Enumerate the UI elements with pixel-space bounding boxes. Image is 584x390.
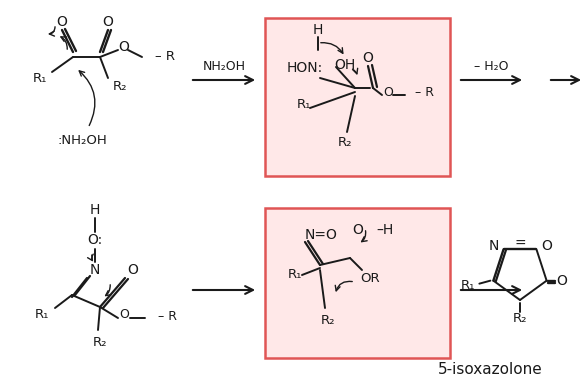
Text: O: O bbox=[363, 51, 373, 65]
Text: H: H bbox=[90, 203, 100, 217]
Text: N: N bbox=[488, 239, 499, 254]
Text: – R: – R bbox=[155, 50, 175, 64]
Text: OR: OR bbox=[360, 271, 380, 284]
Text: O:: O: bbox=[88, 233, 103, 247]
Text: R₂: R₂ bbox=[513, 312, 527, 324]
Text: – R: – R bbox=[415, 87, 434, 99]
Text: O: O bbox=[103, 15, 113, 29]
Text: 5-isoxazolone: 5-isoxazolone bbox=[437, 362, 543, 378]
FancyBboxPatch shape bbox=[265, 208, 450, 358]
Text: O: O bbox=[127, 263, 138, 277]
Text: N: N bbox=[90, 263, 100, 277]
Text: H: H bbox=[313, 23, 323, 37]
Text: O: O bbox=[119, 308, 129, 321]
Text: R₁: R₁ bbox=[461, 279, 475, 292]
Text: R₂: R₂ bbox=[338, 135, 352, 149]
Text: O: O bbox=[119, 40, 130, 54]
Text: – R: – R bbox=[158, 310, 177, 323]
Text: :NH₂OH: :NH₂OH bbox=[57, 133, 107, 147]
Text: O: O bbox=[57, 15, 67, 29]
Text: R₁: R₁ bbox=[288, 268, 303, 282]
FancyBboxPatch shape bbox=[265, 18, 450, 176]
Text: HON:: HON: bbox=[287, 61, 324, 75]
Text: O: O bbox=[556, 274, 567, 288]
Text: =: = bbox=[514, 238, 526, 251]
Text: –H: –H bbox=[376, 223, 393, 237]
Text: O: O bbox=[353, 223, 363, 237]
Text: R₂: R₂ bbox=[93, 335, 107, 349]
Text: R₂: R₂ bbox=[321, 314, 335, 326]
Text: R₁: R₁ bbox=[33, 71, 47, 85]
Text: – H₂O: – H₂O bbox=[474, 60, 509, 73]
Text: NH₂OH: NH₂OH bbox=[203, 60, 245, 73]
Text: O: O bbox=[383, 85, 393, 99]
Text: N=O: N=O bbox=[305, 228, 338, 242]
Text: R₁: R₁ bbox=[35, 308, 49, 321]
Text: R₁: R₁ bbox=[297, 99, 311, 112]
Text: R₂: R₂ bbox=[113, 80, 127, 92]
Text: OH: OH bbox=[334, 58, 355, 72]
Text: O: O bbox=[541, 239, 552, 254]
